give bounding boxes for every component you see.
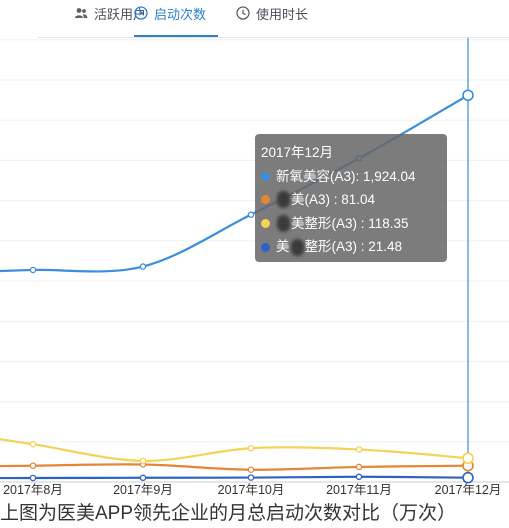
data-point (462, 452, 474, 465)
x-axis-labels: 2017年8月 2017年9月 2017年10月 2017年11月 2017年12月 (3, 483, 501, 497)
data-point (247, 474, 255, 481)
series-line-3 (0, 475, 469, 480)
data-point (247, 211, 255, 218)
series-value: 美(A3) : 81.04 (291, 192, 376, 208)
x-tick-label: 2017年10月 (218, 483, 285, 497)
tooltip-row: 美整形(A3) : 118.35 (261, 212, 447, 236)
data-point (247, 444, 255, 452)
data-point (355, 473, 363, 481)
tooltip-title: 2017年12月 (261, 145, 334, 160)
data-point (355, 463, 363, 471)
series-line-2 (0, 438, 469, 462)
series-color-dot (261, 195, 270, 205)
x-tick-label: 2017年12月 (435, 483, 502, 497)
series-value: 美整形(A3) : 118.35 (291, 215, 409, 231)
data-point (29, 440, 37, 448)
redacted-mark (277, 191, 290, 209)
x-tick-label: 2017年9月 (113, 483, 173, 497)
tab-label: 活跃用户 (94, 7, 147, 22)
series-name-prefix: 新氧美容(A3) (276, 168, 356, 184)
data-point (139, 474, 147, 482)
tab-label: 启动次数 (154, 7, 207, 22)
data-point (139, 457, 147, 465)
data-point (355, 446, 363, 453)
tab-active-users[interactable]: 活跃用户 (74, 4, 146, 37)
redacted-mark (290, 238, 304, 256)
grid-lines (0, 38, 509, 483)
data-point (462, 89, 474, 102)
tooltip-row: 美整形(A3) : 21.48 (261, 235, 447, 259)
data-point (29, 462, 37, 469)
redacted-mark (277, 215, 290, 233)
series-color-dot (261, 219, 270, 229)
series-color-dot (261, 171, 270, 181)
users-icon (75, 8, 88, 18)
play-circle-icon (134, 6, 148, 20)
series-name-prefix: 美 (276, 239, 290, 255)
data-point (247, 466, 255, 473)
data-point (29, 266, 37, 274)
chart-caption: 上图为医美APP领先企业的月总启动次数对比（万次） (0, 503, 457, 524)
metric-tabs: 活跃用户 启动次数 使用时长 (38, 0, 509, 38)
x-tick-label: 2017年11月 (326, 483, 392, 497)
launch-count-line-chart: 2017年8月 2017年9月 2017年10月 2017年11月 2017年12月 (0, 38, 509, 497)
hover-tooltip: 2017年12月 新氧美容(A3) : 1,924.04 美(A3) : 81.0… (255, 134, 447, 262)
tab-label: 使用时长 (256, 7, 309, 22)
series-color-dot (261, 242, 270, 252)
series-line-1 (0, 463, 469, 471)
series-value: : 1,924.04 (355, 168, 416, 184)
data-point (29, 474, 37, 482)
tab-launch-count[interactable]: 启动次数 (134, 4, 218, 37)
series-value: 整形(A3) : 21.48 (304, 239, 403, 255)
data-point (139, 263, 147, 270)
data-point (462, 471, 474, 484)
tooltip-row: 美(A3) : 81.04 (261, 188, 447, 212)
clock-icon (236, 6, 250, 20)
tooltip-row: 新氧美容(A3) : 1,924.04 (261, 165, 447, 189)
x-tick-label: 2017年8月 (3, 483, 63, 497)
tab-usage-duration[interactable]: 使用时长 (236, 4, 308, 37)
